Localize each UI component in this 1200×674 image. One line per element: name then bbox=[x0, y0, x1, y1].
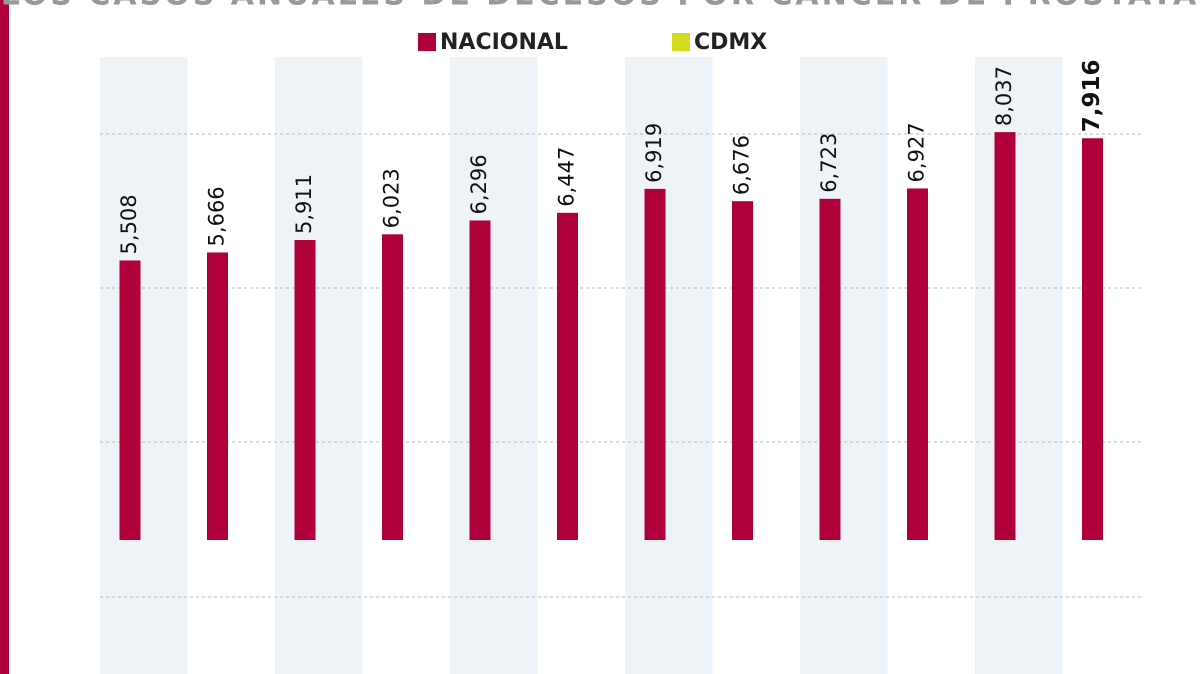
value-label: 5,508 bbox=[117, 194, 141, 254]
bar bbox=[294, 240, 316, 541]
legend-swatch bbox=[418, 33, 436, 51]
column-band bbox=[100, 57, 188, 674]
column-band bbox=[625, 57, 713, 674]
value-label: 6,723 bbox=[817, 133, 841, 193]
value-label: 5,911 bbox=[292, 174, 316, 234]
value-label: 6,023 bbox=[380, 168, 404, 228]
value-label: 6,927 bbox=[905, 122, 929, 182]
legend-swatch bbox=[672, 33, 690, 51]
value-label: 6,919 bbox=[642, 123, 666, 183]
bar bbox=[994, 132, 1016, 541]
side-border bbox=[0, 0, 9, 674]
column-band bbox=[450, 57, 538, 674]
value-label: 7,916 bbox=[1079, 59, 1105, 132]
bar bbox=[907, 188, 928, 541]
chart-title: LOS CASOS ANUALES DE DECESOS POR CÁNCER … bbox=[1, 0, 1199, 13]
column-shading bbox=[100, 57, 1063, 674]
value-label: 6,296 bbox=[467, 154, 491, 214]
bar bbox=[1082, 138, 1103, 541]
legend-label: CDMX bbox=[694, 30, 767, 55]
bar bbox=[119, 260, 141, 541]
bar bbox=[819, 198, 841, 541]
value-label: 5,666 bbox=[205, 186, 229, 246]
bar bbox=[469, 220, 491, 541]
bar bbox=[207, 252, 228, 541]
bar bbox=[382, 234, 403, 541]
bar bbox=[557, 212, 578, 541]
column-band bbox=[800, 57, 888, 674]
column-band bbox=[975, 57, 1063, 674]
value-label: 6,447 bbox=[555, 147, 579, 207]
column-band bbox=[275, 57, 363, 674]
value-label: 6,676 bbox=[730, 135, 754, 195]
bar bbox=[644, 188, 666, 541]
bar bbox=[732, 201, 753, 541]
legend-label: NACIONAL bbox=[440, 30, 568, 55]
value-label: 8,037 bbox=[992, 66, 1016, 126]
